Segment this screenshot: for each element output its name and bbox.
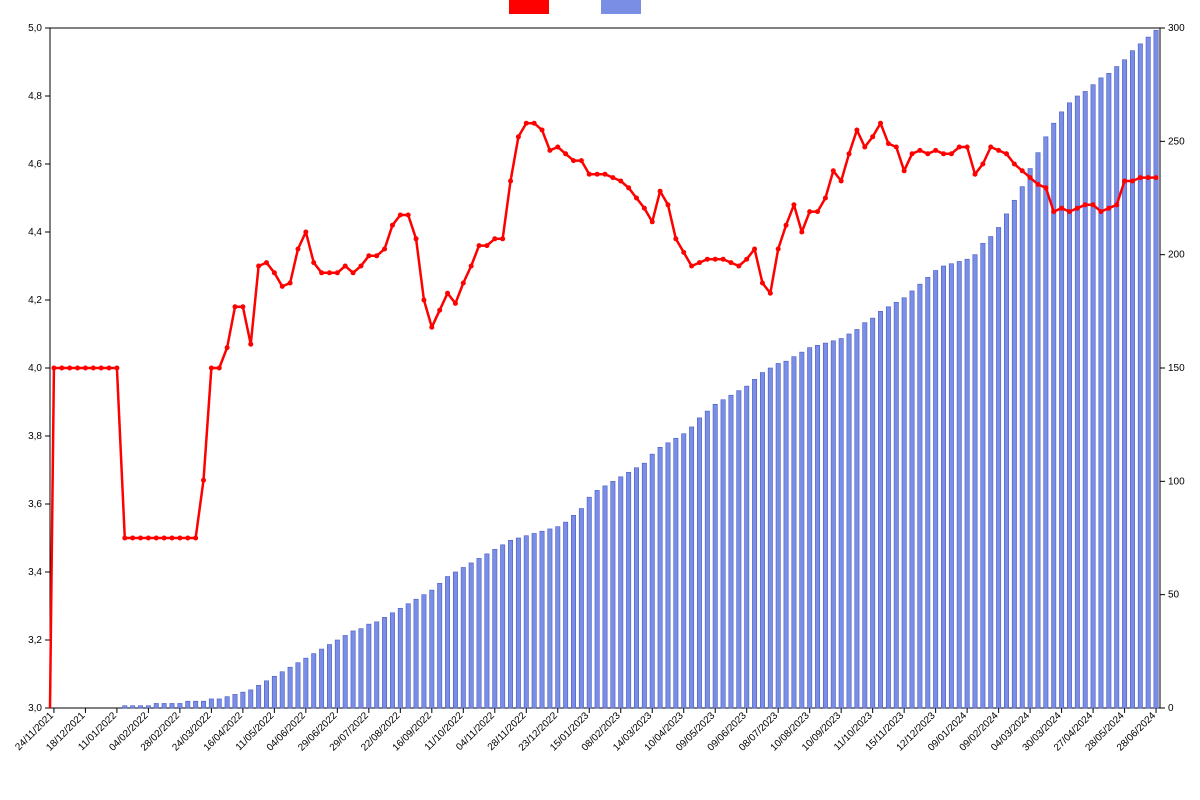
svg-text:3,0: 3,0 <box>28 703 42 714</box>
svg-text:50: 50 <box>1168 590 1180 601</box>
svg-text:150: 150 <box>1168 363 1185 374</box>
svg-text:4,4: 4,4 <box>28 227 42 238</box>
svg-text:4,8: 4,8 <box>28 91 42 102</box>
bar-series <box>123 30 1159 708</box>
svg-text:250: 250 <box>1168 136 1185 147</box>
svg-text:200: 200 <box>1168 250 1185 261</box>
svg-text:0: 0 <box>1168 703 1174 714</box>
svg-text:4,6: 4,6 <box>28 159 42 170</box>
svg-text:3,6: 3,6 <box>28 499 42 510</box>
svg-text:3,8: 3,8 <box>28 431 42 442</box>
combo-chart: 3,0 3,2 3,4 3,6 3,8 4,0 4,2 4,4 4,6 4,8 5,0 0 50 100 1… <box>0 0 1200 800</box>
svg-text:4,0: 4,0 <box>28 363 42 374</box>
svg-text:100: 100 <box>1168 476 1185 487</box>
svg-text:3,4: 3,4 <box>28 567 42 578</box>
svg-text:3,2: 3,2 <box>28 635 42 646</box>
svg-text:5,0: 5,0 <box>28 23 42 34</box>
svg-text:4,2: 4,2 <box>28 295 42 306</box>
svg-text:300: 300 <box>1168 23 1185 34</box>
